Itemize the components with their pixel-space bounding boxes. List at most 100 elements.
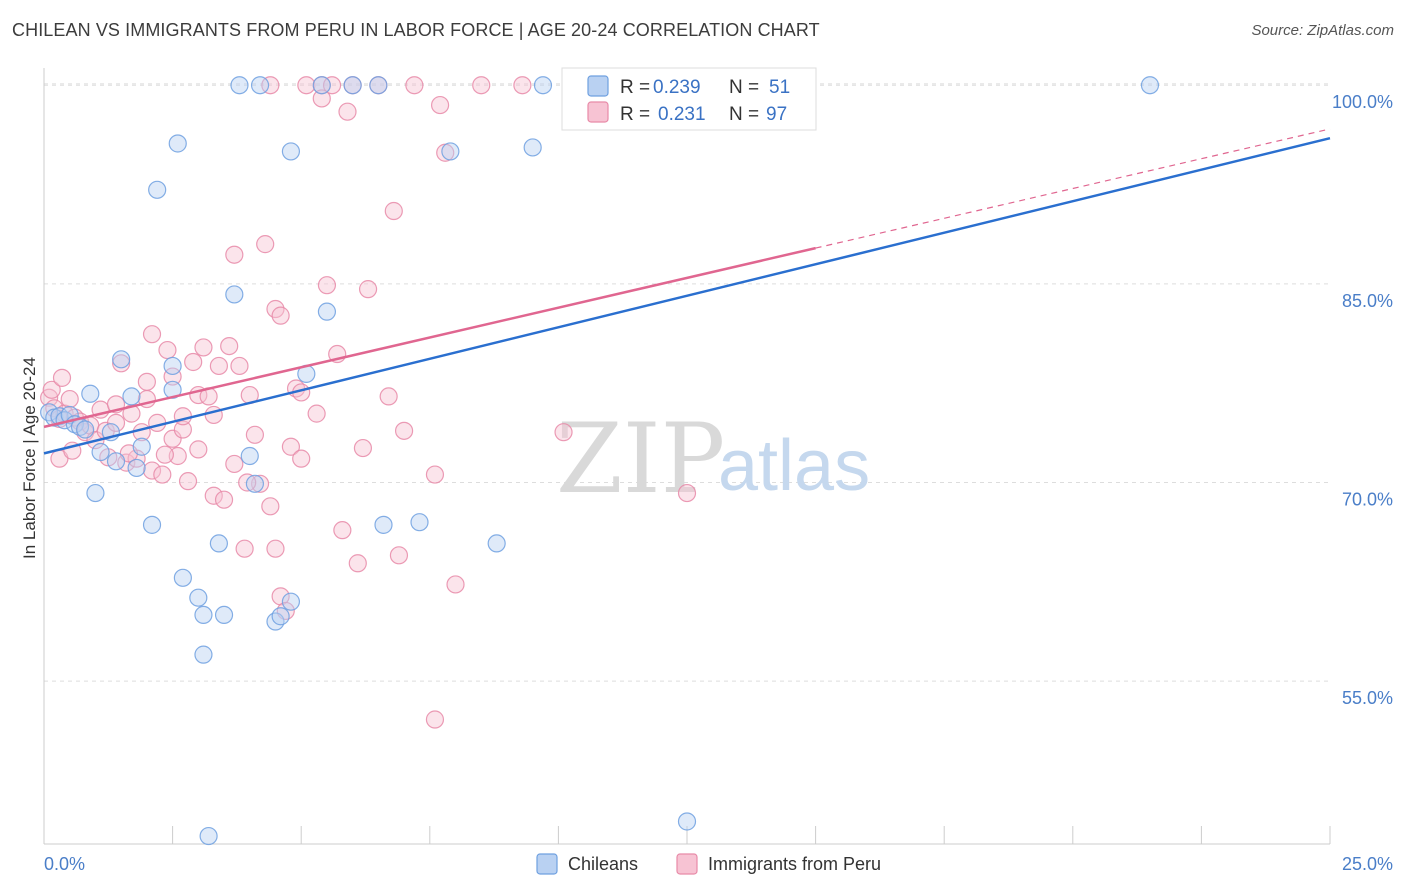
chilean-point [199,826,218,846]
legend-r-label-peru: R = [620,104,650,125]
peru-point [297,76,316,95]
x-tick-label-end: 25.0% [1342,854,1393,874]
peru-point [235,539,254,558]
chilean-point [168,134,187,153]
peru-point [204,405,223,425]
chilean-point [112,350,131,369]
chilean-point [142,515,162,534]
peru-point [137,372,156,391]
peru-point [173,420,192,439]
chilean-point [1140,76,1160,95]
peru-point [307,404,326,423]
chilean-point [194,645,213,664]
peru-point [317,276,337,295]
chilean-point [281,592,301,611]
peru-point [348,554,367,573]
peru-point [52,368,72,387]
legend-n-label-chileans: N = [729,77,759,98]
chilean-point [132,437,151,456]
chilean-point [487,534,506,553]
chilean-point [245,474,265,493]
peru-point [358,280,378,299]
peru-point [220,336,239,356]
y-tick-label: 55.0% [1342,688,1393,708]
chilean-point [369,76,388,95]
peru-point [338,102,357,121]
peru-point [245,425,265,444]
chilean-point [225,285,244,304]
chilean-point [163,356,182,376]
chilean-point [317,302,337,321]
chilean-point [81,384,100,403]
peru-point [384,201,403,221]
peru-point [189,440,208,459]
trend-layer [43,128,1331,455]
series-legend-swatch-chileans [536,853,558,875]
peru-point [271,306,290,325]
peru-point [554,423,573,442]
y-axis-label: In Labor Force | Age 20-24 [20,357,39,559]
series-legend-swatch-peru [676,853,698,875]
peru-point [425,710,445,729]
legend-r-value-chileans: 0.239 [653,77,701,98]
axis-layer: 55.0% 70.0% 85.0% 100.0% 0.0% 25.0% [43,68,1393,874]
legend-n-label-peru: N = [729,104,759,125]
peru-point [178,472,198,491]
trend-line-peru-extension [815,128,1331,249]
chilean-point [677,812,697,831]
chilean-point [343,76,362,95]
chilean-point [173,568,192,587]
peru-point [472,76,491,95]
chilean-point [127,458,146,478]
chilean-point [122,387,141,406]
chilean-point [189,588,208,607]
peru-point [281,437,301,456]
peru-point [142,461,162,480]
points-layer [40,76,1160,846]
peru-point [106,413,126,432]
chilean-point [86,483,105,503]
peru-point [184,352,203,372]
peru-point [225,454,244,474]
chilean-point [240,446,259,466]
peru-point [425,465,445,484]
peru-point [238,473,257,492]
chilean-point [230,76,249,95]
chilean-point [76,420,95,439]
peru-point [230,356,249,376]
peru-point [225,245,244,264]
chilean-point [91,442,110,462]
peru-point [194,338,213,357]
stats-legend: R = 0.239 N = 51 R = 0.231 N = 97 [561,67,817,131]
chilean-point [250,76,270,95]
peru-point [379,387,398,406]
peru-point [214,490,234,509]
peru-point [209,356,228,376]
peru-point [163,429,182,448]
peru-point [405,76,424,95]
peru-point [322,76,342,95]
chilean-point [271,607,290,626]
chilean-point [410,513,429,532]
peru-point [266,539,285,558]
legend-swatch-peru [587,101,609,123]
peru-point [261,497,280,516]
peru-point [312,89,331,108]
chilean-point [40,403,59,422]
chilean-point [281,142,301,161]
legend-r-value-peru: 0.231 [658,104,706,125]
peru-point [333,521,352,540]
series-legend: Chileans Immigrants from Peru [536,853,881,875]
peru-point [42,380,61,399]
peru-point [142,325,162,344]
peru-point [173,407,192,426]
y-tick-label: 100.0% [1332,92,1393,112]
chilean-point [533,76,553,95]
chilean-point [266,612,285,631]
peru-point [163,367,182,386]
chilean-point [209,534,228,553]
legend-swatch-chileans [587,75,609,97]
peru-point [60,389,79,409]
peru-point [158,340,177,360]
